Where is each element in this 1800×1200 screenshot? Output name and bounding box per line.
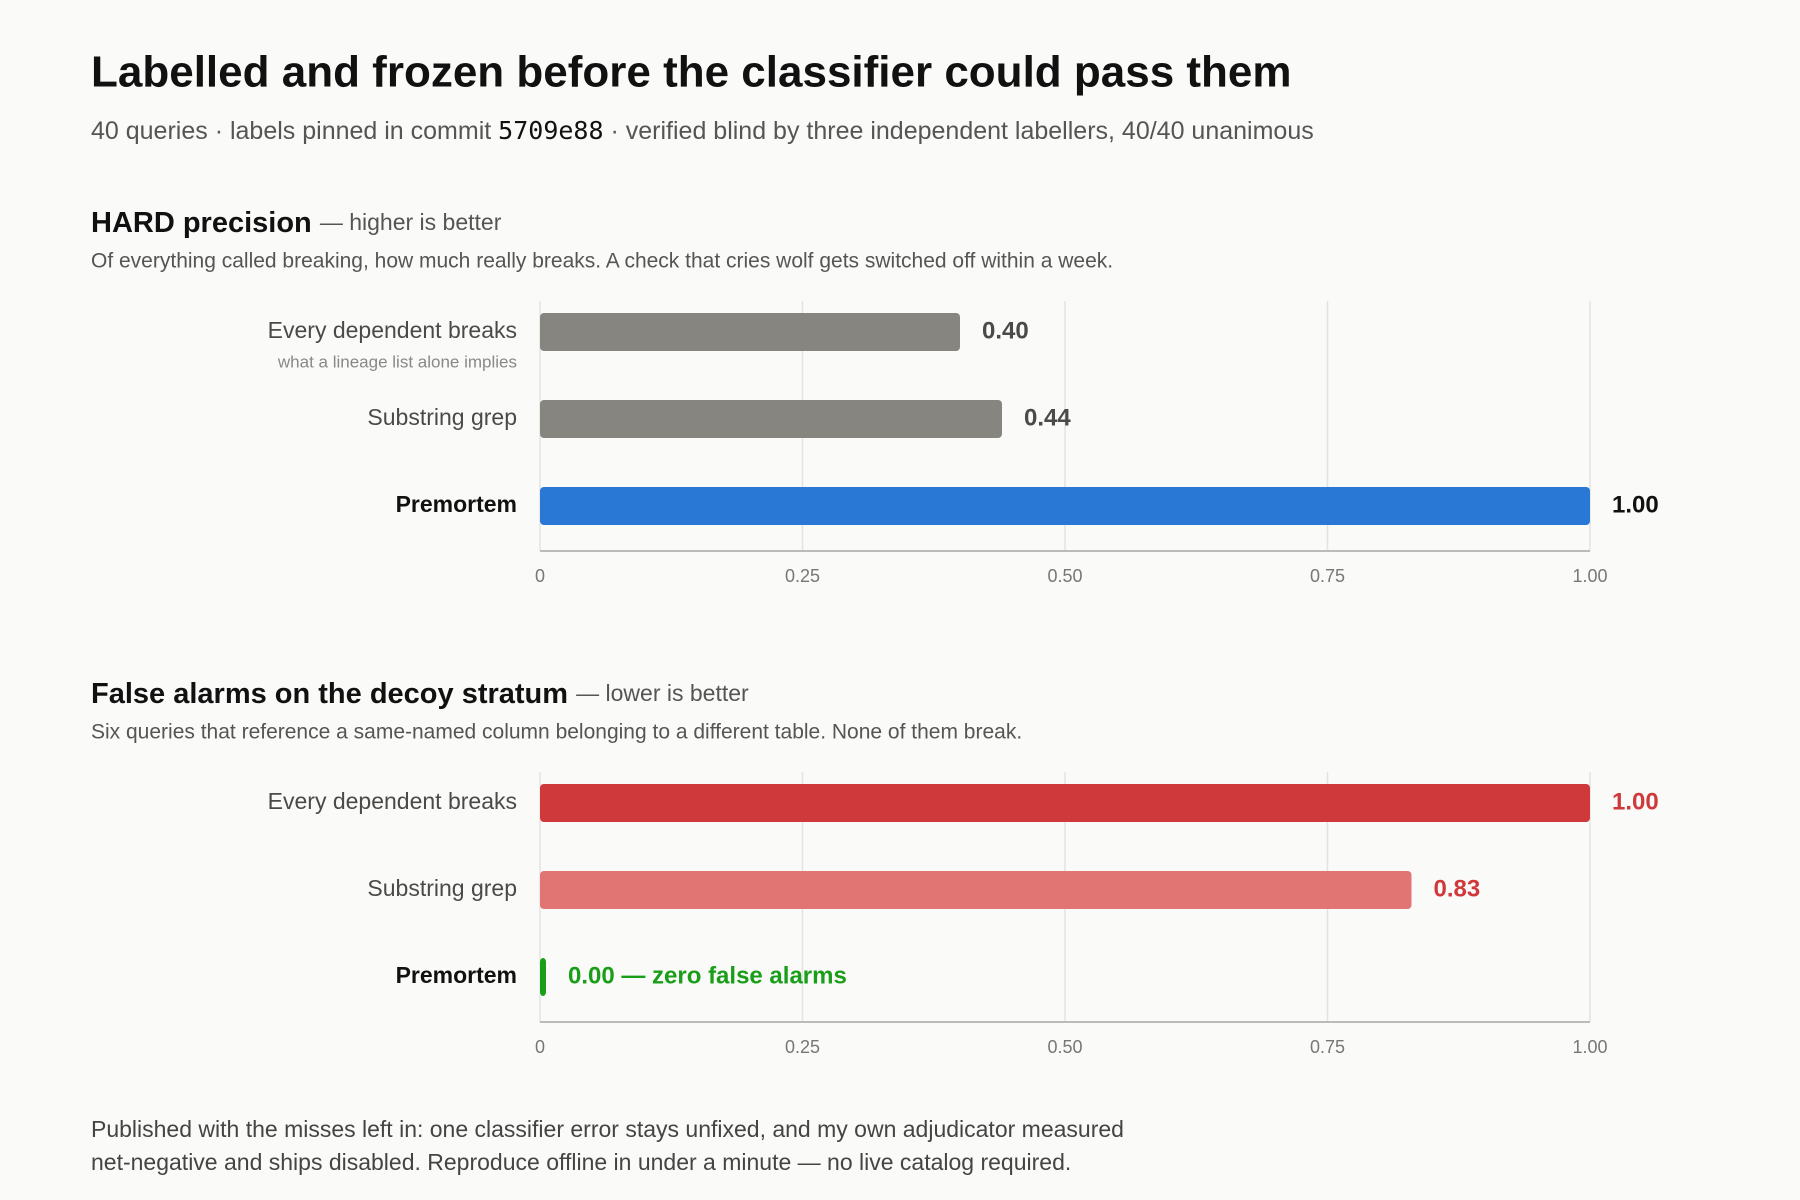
category-label: Every dependent breaks (268, 317, 517, 343)
footer-line: Published with the misses left in: one c… (91, 1116, 1124, 1142)
chart-title: False alarms on the decoy stratum (91, 678, 568, 710)
x-tick-label: 0 (535, 1037, 545, 1057)
chart-description: Six queries that reference a same-named … (91, 721, 1022, 744)
value-label: 1.00 (1612, 788, 1659, 815)
footer-line: net-negative and ships disabled. Reprodu… (91, 1149, 1071, 1175)
value-label: 0.00 — zero false alarms (568, 962, 847, 989)
value-label: 0.83 (1434, 875, 1481, 902)
bar (540, 871, 1412, 909)
category-label: Every dependent breaks (268, 788, 517, 814)
x-tick-label: 1.00 (1572, 1037, 1607, 1057)
bar (540, 400, 1002, 438)
x-tick-label: 0.50 (1047, 566, 1082, 586)
chart-heading: False alarms on the decoy stratum — lowe… (91, 678, 749, 710)
bar (540, 487, 1590, 525)
subtitle-text: 40 queries · labels pinned in commit (91, 117, 491, 145)
category-note: what a lineage list alone implies (277, 352, 517, 371)
category-label: Premortem (396, 491, 517, 517)
category-label: Substring grep (367, 875, 517, 901)
bar (540, 958, 546, 996)
chart-subtitle: — higher is better (320, 209, 502, 235)
x-tick-label: 0.25 (785, 1037, 820, 1057)
category-label: Substring grep (367, 404, 517, 430)
category-label: Premortem (396, 962, 517, 988)
chart-title: HARD precision (91, 207, 312, 239)
x-tick-label: 0.75 (1310, 1037, 1345, 1057)
x-tick-label: 0.75 (1310, 566, 1345, 586)
value-label: 0.40 (982, 317, 1029, 344)
page-title: Labelled and frozen before the classifie… (91, 48, 1292, 97)
chart-description: Of everything called breaking, how much … (91, 250, 1113, 273)
commit-hash: 5709e88 (498, 116, 603, 145)
chart-subtitle: — lower is better (576, 680, 749, 706)
x-tick-label: 0.25 (785, 566, 820, 586)
bar (540, 784, 1590, 822)
subtitle-text: · verified blind by three independent la… (610, 117, 1313, 145)
value-label: 1.00 (1612, 491, 1659, 518)
x-tick-label: 0.50 (1047, 1037, 1082, 1057)
bar (540, 313, 960, 351)
x-tick-label: 1.00 (1572, 566, 1607, 586)
chart-heading: HARD precision — higher is better (91, 207, 502, 239)
page-subtitle: 40 queries · labels pinned in commit 570… (91, 116, 1314, 145)
x-tick-label: 0 (535, 566, 545, 586)
value-label: 0.44 (1024, 404, 1071, 431)
